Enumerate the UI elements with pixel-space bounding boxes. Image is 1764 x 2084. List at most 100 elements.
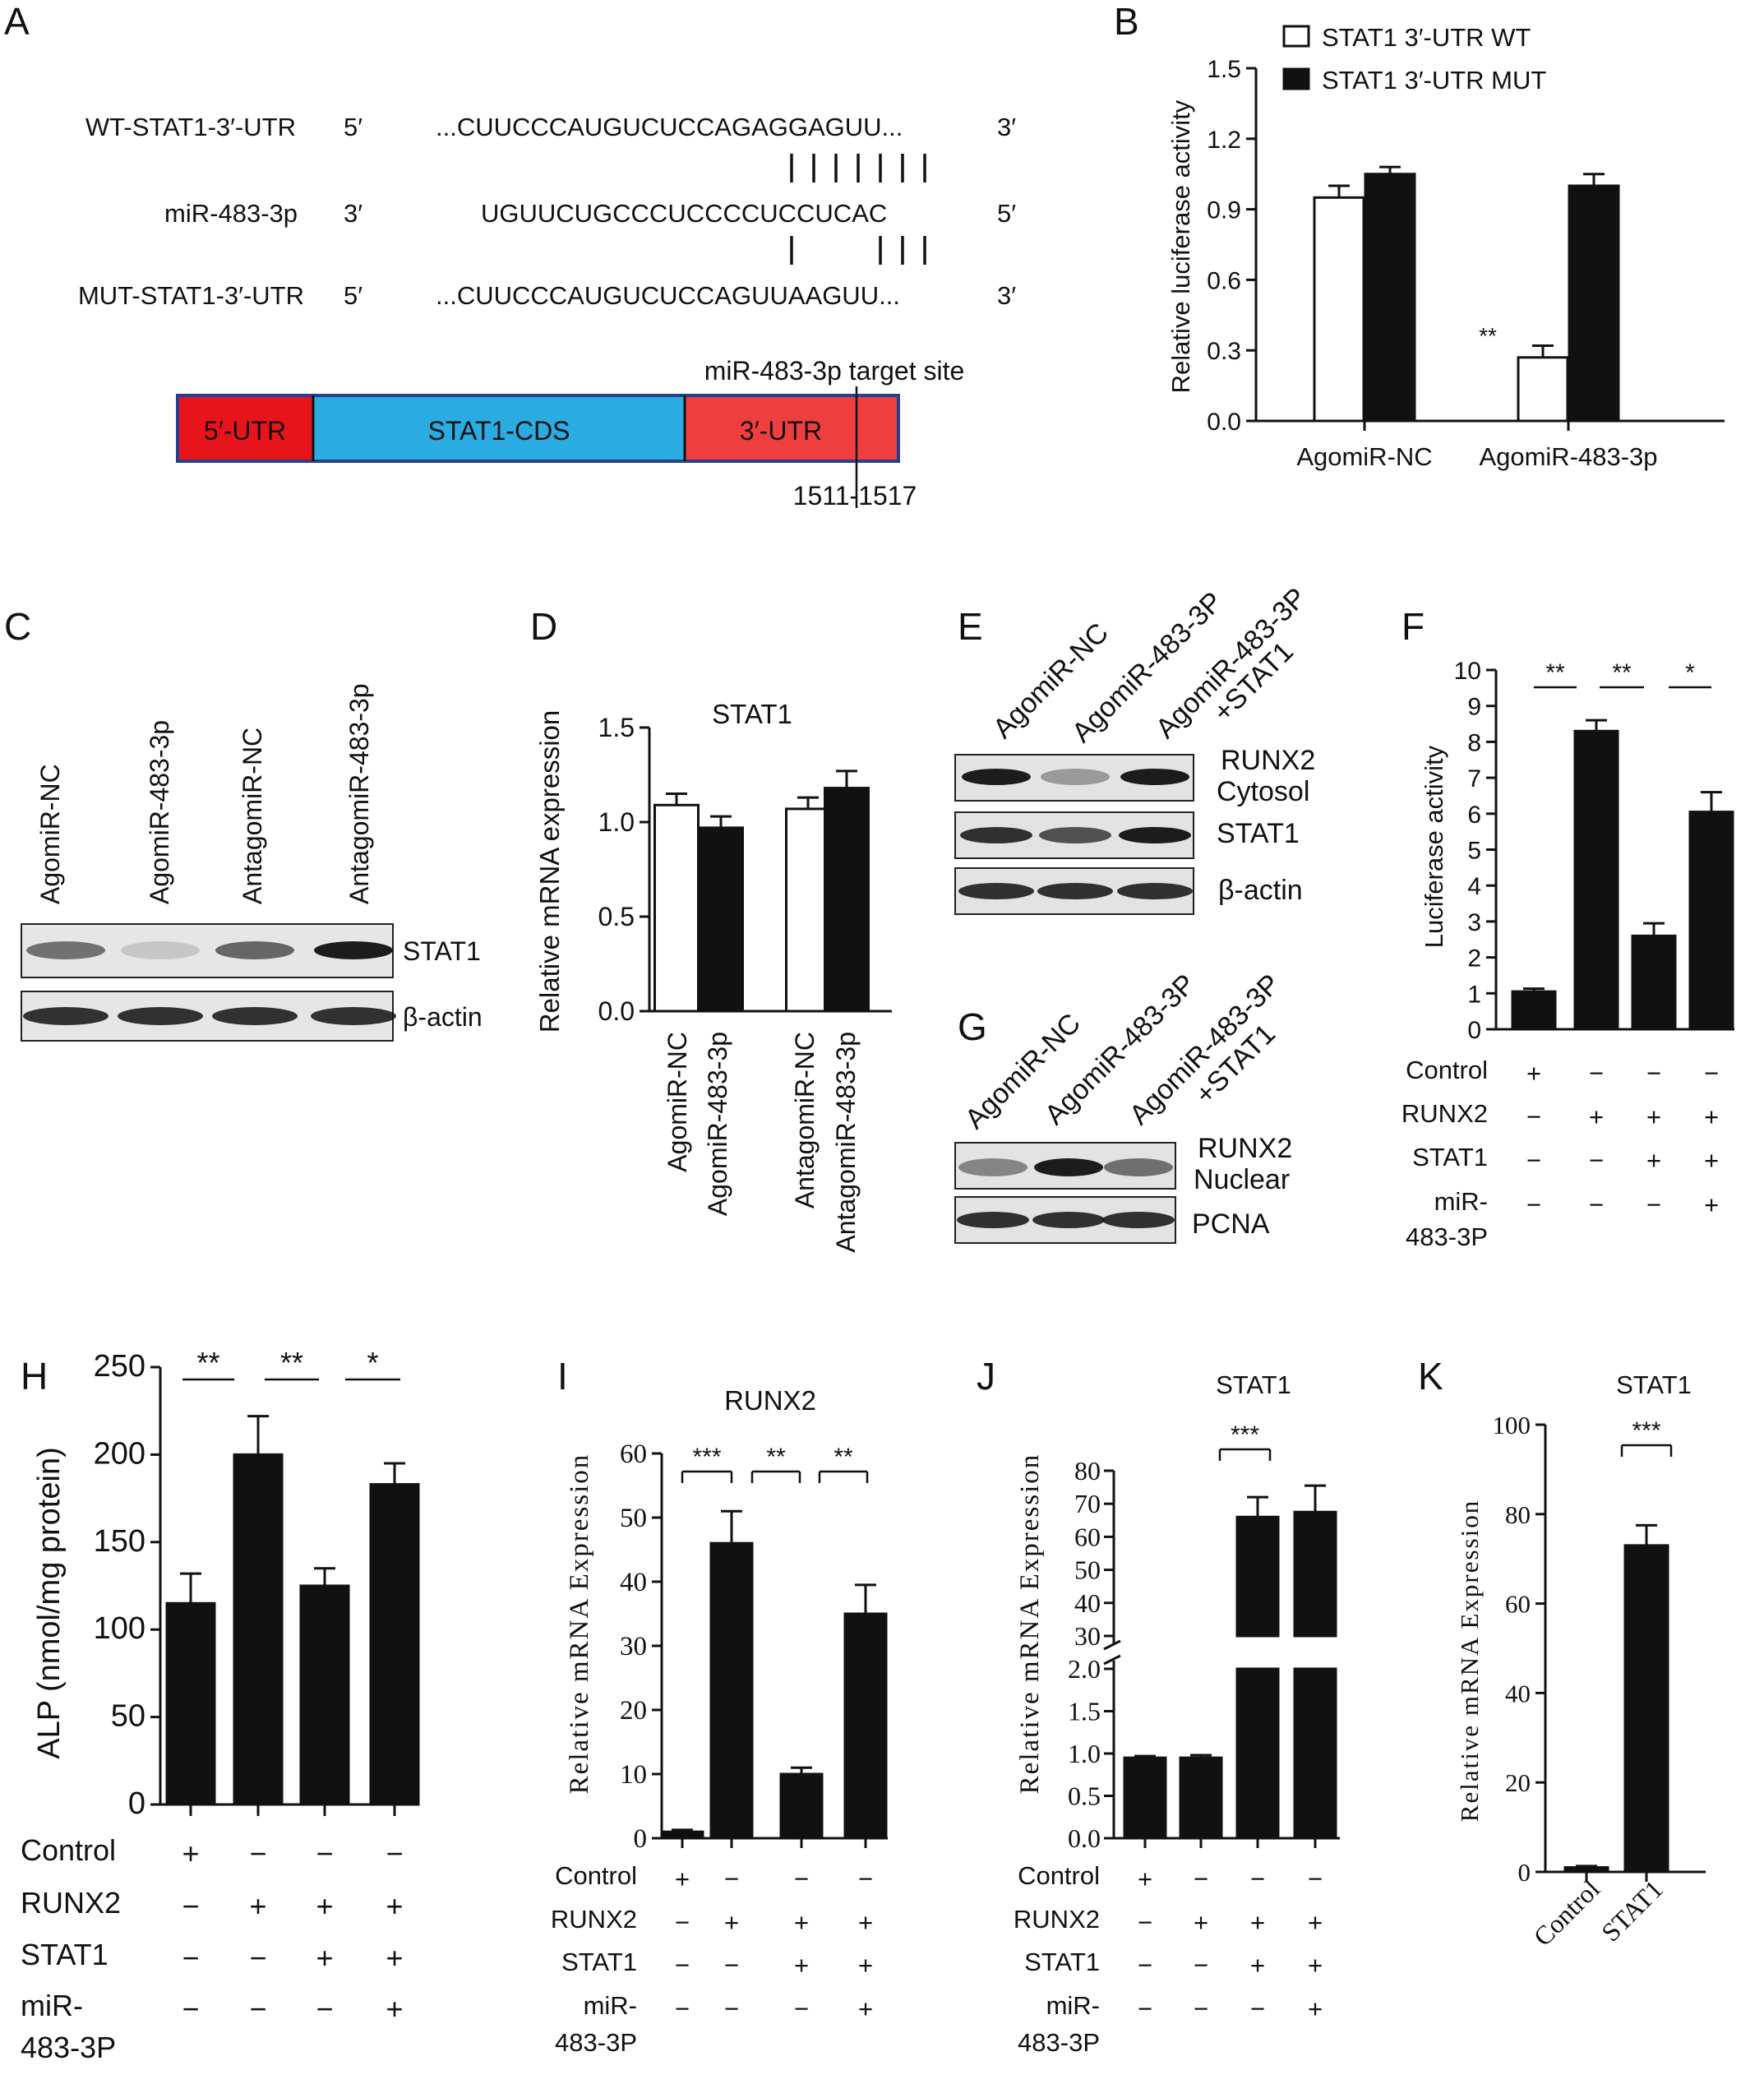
design-sign: + xyxy=(386,1941,403,1975)
x-tick-label: STAT1 xyxy=(1595,1874,1669,1947)
y-tick-label: 0 xyxy=(634,1824,648,1854)
design-sign: + xyxy=(386,1889,403,1923)
panel-letter: K xyxy=(1418,1355,1443,1398)
cds-box xyxy=(313,395,685,461)
bar xyxy=(1293,1667,1337,1840)
y-tick-label: 80 xyxy=(1074,1456,1101,1486)
design-sign: − xyxy=(249,1941,266,1975)
bar xyxy=(660,1830,704,1840)
design-sign: + xyxy=(1526,1059,1541,1088)
blot-band xyxy=(958,883,1034,899)
design-sign: − xyxy=(724,1865,739,1893)
sequence-end-5: 5′ xyxy=(344,281,362,310)
design-sign: + xyxy=(182,1837,199,1870)
design-sign: − xyxy=(1138,1994,1152,2023)
bar xyxy=(1623,1544,1669,1874)
y-tick-label: 9 xyxy=(1467,694,1481,721)
y-tick-label: 0.0 xyxy=(1207,409,1241,436)
significance-label: * xyxy=(1685,659,1695,686)
legend-label: STAT1 3′-UTR MUT xyxy=(1322,66,1546,95)
design-sign: + xyxy=(1250,1908,1265,1937)
chart-title: STAT1 xyxy=(1616,1370,1692,1399)
design-sign: + xyxy=(386,1992,403,2026)
design-sign: + xyxy=(1138,1865,1152,1893)
bar xyxy=(299,1584,350,1806)
y-tick-label: 20 xyxy=(1505,1768,1531,1797)
sequence: ...CUUCCCAUGUCUCCAGUUAAGUU... xyxy=(436,281,900,310)
significance-label: ** xyxy=(280,1346,303,1379)
y-axis-label: ALP (nmol/mg protein) xyxy=(32,1447,67,1758)
panel-letter: E xyxy=(958,605,983,648)
bar xyxy=(1573,729,1619,1031)
bar xyxy=(1563,1866,1609,1874)
design-sign: − xyxy=(182,1941,199,1975)
bar xyxy=(1293,1510,1337,1638)
design-sign: + xyxy=(1250,1951,1265,1980)
bar xyxy=(1631,934,1677,1031)
design-sign: + xyxy=(1646,1146,1661,1175)
design-sign: − xyxy=(1250,1994,1265,2023)
y-tick-label: 8 xyxy=(1467,729,1481,756)
design-row-label: STAT1 xyxy=(561,1948,637,1976)
design-sign: − xyxy=(1250,1865,1265,1893)
x-tick-label: AgomiR-483-3p xyxy=(703,1032,732,1216)
y-tick-label: 30 xyxy=(1074,1621,1101,1651)
design-row-label: 483-3P xyxy=(555,2028,637,2057)
chart-title: RUNX2 xyxy=(724,1385,816,1416)
blot-row-label: Nuclear xyxy=(1194,1164,1290,1195)
bar xyxy=(1517,356,1569,423)
design-sign: − xyxy=(1526,1102,1541,1131)
y-tick-label: 80 xyxy=(1505,1500,1531,1529)
sequence-end-3: 5′ xyxy=(997,199,1016,228)
y-tick-label: 1.5 xyxy=(1068,1697,1101,1726)
utr5-label: 5′-UTR xyxy=(204,416,286,446)
y-tick-label: 250 xyxy=(94,1349,145,1384)
significance-label: * xyxy=(367,1346,378,1379)
design-sign: + xyxy=(249,1889,266,1923)
target-site-label: miR-483-3p target site xyxy=(704,356,965,386)
significance-label: ** xyxy=(1545,659,1565,686)
design-row-label: RUNX2 xyxy=(1402,1099,1488,1128)
design-sign: − xyxy=(724,1994,739,2023)
design-row-label: STAT1 xyxy=(1024,1948,1100,1976)
blot-band xyxy=(311,1007,396,1025)
y-tick-label: 50 xyxy=(620,1504,647,1533)
blot-band xyxy=(1039,827,1111,843)
x-tick-label: AgomiR-NC xyxy=(663,1032,692,1172)
y-tick-label: 60 xyxy=(1074,1522,1101,1551)
design-row-label: RUNX2 xyxy=(21,1886,121,1920)
bar xyxy=(1235,1667,1280,1840)
sequence-end-3: 3′ xyxy=(997,113,1016,141)
design-sign: + xyxy=(858,1951,873,1980)
y-axis-label: Relative luciferase activity xyxy=(1166,99,1195,393)
blot-row-label: STAT1 xyxy=(403,936,481,966)
gene-outline xyxy=(176,394,900,463)
design-sign: − xyxy=(1526,1146,1541,1175)
legend-swatch xyxy=(1282,25,1310,48)
design-sign: − xyxy=(724,1951,739,1980)
y-tick-label: 150 xyxy=(94,1524,145,1559)
sequence: ...CUUCCCAUGUCUCCAGAGGAGUU... xyxy=(436,113,903,141)
design-row-label: 483-3P xyxy=(21,2031,116,2064)
bar xyxy=(785,807,831,1013)
axis-break xyxy=(1103,1639,1121,1651)
y-tick-label: 1.0 xyxy=(1068,1739,1101,1768)
panel-letter: F xyxy=(1402,605,1425,648)
blot-band xyxy=(1120,769,1189,785)
design-row-label: STAT1 xyxy=(21,1938,109,1971)
design-row-label: 483-3P xyxy=(1018,2028,1100,2057)
y-tick-label: 0.5 xyxy=(598,902,635,931)
lane-label: AntagomiR-NC xyxy=(238,728,267,904)
design-row-label: Control xyxy=(1018,1861,1100,1890)
significance-label: *** xyxy=(1632,1417,1660,1444)
x-tick-label: AntagomiR-NC xyxy=(790,1032,820,1208)
design-row-label: STAT1 xyxy=(1412,1143,1488,1171)
panel-letter: D xyxy=(530,605,557,648)
design-row-label: miR- xyxy=(21,1989,83,2022)
design-row-label: Control xyxy=(21,1833,116,1867)
bar xyxy=(1235,1515,1280,1638)
blot-row-label: Cytosol xyxy=(1217,776,1309,807)
y-tick-label: 1.5 xyxy=(1207,56,1241,83)
panel-letter: B xyxy=(1114,0,1139,43)
blot-band xyxy=(1041,769,1110,785)
